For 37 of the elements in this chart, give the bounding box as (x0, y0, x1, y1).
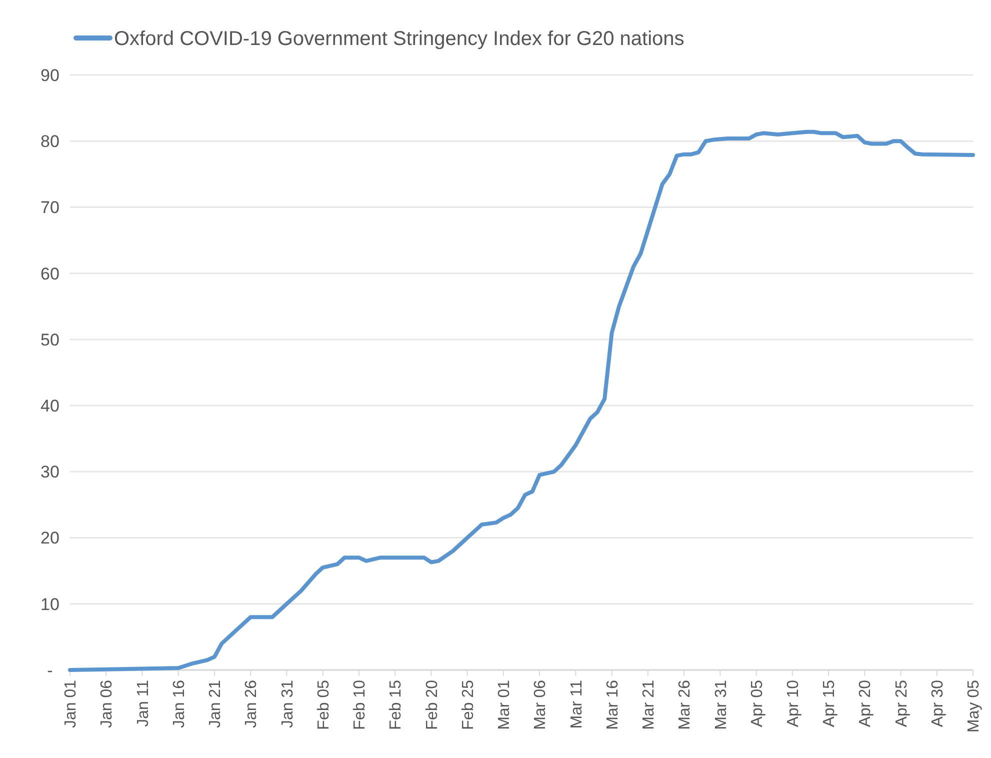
x-tick-label: Feb 10 (352, 680, 369, 730)
y-tick-label: 20 (40, 528, 60, 548)
x-tick-label: Jan 21 (207, 680, 224, 728)
y-tick-label: 30 (40, 462, 60, 482)
x-tick-label: Feb 15 (388, 680, 405, 730)
x-tick-label: Jan 16 (170, 680, 188, 728)
y-tick-label: - (47, 660, 53, 680)
y-tick-label: 10 (40, 594, 60, 614)
x-tick-label: Feb 25 (460, 680, 477, 730)
y-tick-label: 80 (40, 132, 60, 152)
x-tick-label: Apr 25 (893, 680, 910, 728)
x-tick-label: Feb 20 (424, 680, 441, 730)
y-tick-label: 60 (40, 264, 60, 284)
x-tick-label: Apr 30 (929, 680, 946, 728)
y-tick-label: 50 (40, 330, 60, 350)
x-tick-label: Jan 01 (62, 680, 80, 728)
x-tick-label: Apr 05 (748, 680, 766, 728)
x-tick-label: Apr 15 (821, 680, 838, 728)
y-tick-label: 70 (40, 198, 60, 218)
legend-label: Oxford COVID-19 Government Stringency Index for G20 nations (114, 28, 684, 50)
x-tick-label: Apr 20 (857, 680, 874, 728)
x-tick-label: Jan 26 (243, 680, 260, 728)
x-tick-label: Mar 31 (712, 680, 730, 730)
x-tick-label: Mar 01 (496, 680, 514, 730)
y-tick-label: 90 (40, 66, 60, 85)
x-tick-label: Jan 11 (134, 680, 152, 727)
x-tick-label: May 05 (966, 680, 983, 732)
x-tick-label: Mar 16 (604, 680, 622, 730)
x-tick-label: Jan 06 (98, 680, 116, 728)
x-tick-label: Mar 06 (532, 680, 550, 730)
x-tick-label: Mar 26 (676, 680, 694, 730)
x-tick-label: Apr 10 (785, 680, 802, 728)
x-tick-label: Mar 21 (640, 680, 658, 730)
x-tick-label: Jan 31 (279, 680, 296, 728)
x-tick-label: Feb 05 (315, 680, 332, 730)
x-tick-label: Mar 11 (568, 680, 586, 729)
y-tick-label: 40 (40, 396, 60, 416)
